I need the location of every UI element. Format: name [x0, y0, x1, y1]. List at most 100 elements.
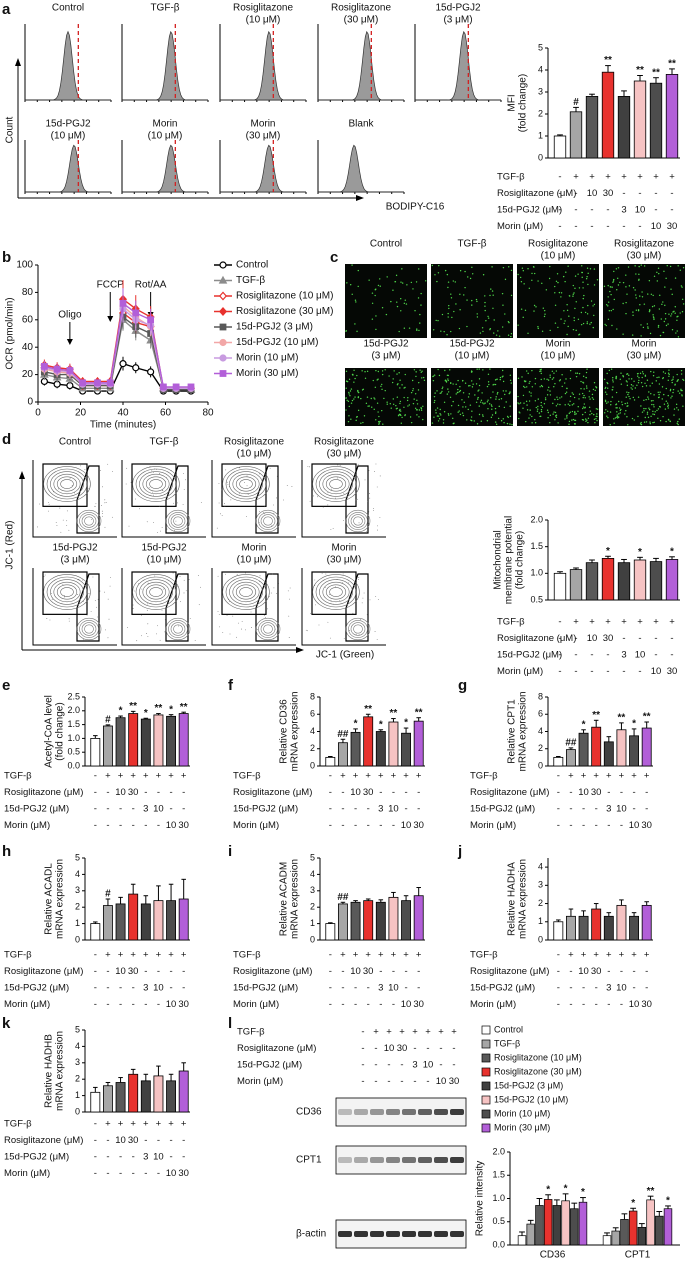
event-dot — [343, 493, 345, 494]
treatment-value: - — [354, 999, 357, 1010]
fluorescence-dot — [666, 402, 669, 404]
fluorescence-dot — [578, 287, 581, 289]
fluorescence-dot — [471, 299, 473, 302]
event-dot — [273, 587, 275, 589]
fluorescence-dot — [463, 401, 466, 403]
image-title: (30 μM) — [627, 351, 662, 362]
fluorescence-dot — [586, 267, 589, 269]
bar — [616, 904, 627, 941]
bar — [553, 921, 564, 941]
fluorescence-dot — [410, 421, 413, 424]
event-dot — [51, 599, 53, 600]
fluorescence-dot — [620, 383, 623, 385]
event-dot — [250, 611, 252, 613]
fluorescence-dot — [593, 268, 596, 270]
fluorescence-dot — [421, 370, 423, 372]
bar — [350, 901, 361, 941]
event-dot — [82, 579, 84, 581]
treatment-value: + — [399, 1027, 405, 1038]
event-dot — [162, 588, 164, 590]
fluorescence-dot — [442, 386, 444, 388]
significance-label: * — [379, 719, 383, 730]
treatment-value: - — [595, 804, 598, 815]
histogram-title: (10 μM) — [51, 131, 86, 142]
fluorescence-dot — [347, 400, 350, 403]
fluorescence-dot — [585, 420, 587, 423]
fluorescence-dot — [626, 384, 629, 387]
treatment-value: - — [638, 633, 641, 644]
treatment-value: 3 — [378, 983, 383, 994]
fluorescence-dot — [554, 322, 557, 324]
fluorescence-dot — [500, 398, 503, 400]
fluorescence-dot — [673, 408, 676, 410]
fluorescence-dot — [413, 398, 415, 400]
fluorescence-dot — [399, 408, 401, 411]
event-dot — [342, 573, 344, 575]
fluorescence-dot — [482, 274, 485, 276]
bar — [565, 749, 576, 767]
x-axis-label: JC-1 (Green) — [316, 650, 374, 661]
y-tick-label: 4 — [538, 726, 543, 736]
contour — [132, 466, 180, 502]
bar — [553, 135, 567, 159]
fluorescence-dot — [616, 416, 618, 418]
treatment-value: 3 — [378, 804, 383, 815]
y-axis-label: mRNA expression — [290, 691, 301, 771]
treatment-value: - — [329, 787, 332, 798]
fluorescence-dot — [433, 401, 436, 404]
treatment-value: + — [637, 172, 643, 183]
fluorescence-dot — [381, 306, 384, 309]
fluorescence-dot — [528, 382, 530, 384]
treatment-value: - — [132, 1152, 135, 1163]
fluorescence-dot — [593, 314, 595, 317]
marker — [218, 306, 228, 317]
treatment-value: - — [182, 787, 185, 798]
y-tick-label: 2.0 — [530, 514, 543, 524]
y-tick-label: 4 — [310, 726, 315, 736]
fluorescence-dot — [478, 405, 480, 407]
fluorescence-dot — [526, 404, 528, 406]
fluorescence-dot — [558, 291, 561, 294]
fluorescence-dot — [521, 376, 523, 378]
histogram-title: Rosiglitazone — [233, 3, 293, 14]
treatment-value: + — [416, 950, 422, 961]
fluorescence-dot — [377, 378, 379, 380]
treatment-value: - — [606, 650, 609, 661]
treatment-value: - — [558, 650, 561, 661]
event-dot — [112, 471, 113, 472]
fluorescence-dot — [606, 382, 609, 385]
treatment-value: + — [156, 1119, 162, 1130]
fluorescence-dot — [490, 288, 492, 290]
fluorescence-dot — [551, 370, 554, 372]
fluorescence-dot — [351, 399, 354, 402]
fluorescence-dot — [611, 389, 614, 391]
event-dot — [335, 586, 336, 588]
fluorescence-dot — [532, 265, 535, 268]
treatment-label: Rosiglitazone (μM) — [233, 787, 312, 798]
fluorescence-dot — [682, 303, 685, 305]
fluorescence-dot — [668, 369, 670, 371]
fluorescence-dot — [381, 373, 384, 376]
fluorescence-dot — [567, 325, 569, 328]
fluorescence-dot — [657, 408, 660, 410]
event-dot — [222, 631, 224, 633]
fluorescence-dot — [612, 308, 614, 311]
fluorescence-dot — [642, 373, 645, 375]
fluorescence-dot — [674, 384, 676, 386]
treatment-value: - — [119, 999, 122, 1010]
fluorescence-dot — [471, 410, 473, 412]
arrow-head — [19, 471, 25, 479]
treatment-value: - — [582, 983, 585, 994]
event-dot — [325, 586, 327, 588]
bar — [128, 1073, 139, 1113]
fluorescence-dot — [517, 402, 519, 404]
event-dot — [183, 579, 185, 581]
contour — [353, 624, 363, 634]
fluorescence-dot — [451, 316, 453, 319]
treatment-value: - — [182, 1152, 185, 1163]
legend-swatch — [481, 1095, 491, 1105]
fluorescence-dot — [420, 371, 422, 374]
fluorescence-dot — [364, 377, 367, 379]
marker — [218, 291, 228, 301]
event-dot — [80, 595, 81, 597]
